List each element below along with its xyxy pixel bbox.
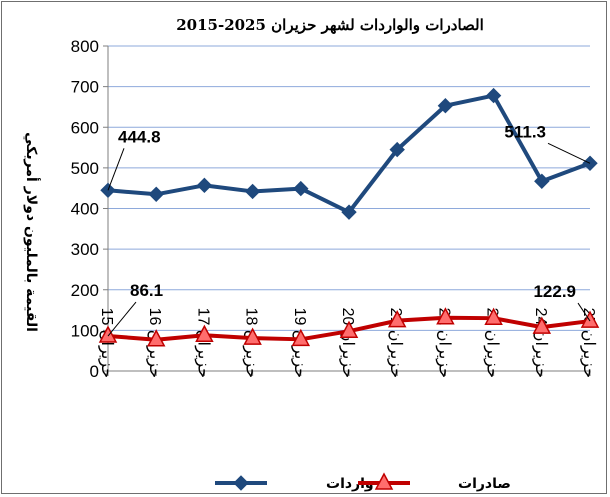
diamond-marker	[148, 186, 164, 202]
triangle-marker	[98, 325, 118, 343]
triangle-marker	[195, 324, 214, 342]
diamond-marker	[196, 177, 213, 194]
x-tick-label: حزيران 23	[484, 308, 501, 378]
diamond-marker	[233, 475, 249, 491]
y-tick-label: 0	[90, 362, 99, 381]
diamond-marker	[389, 141, 405, 158]
y-tick-label: 200	[71, 281, 99, 300]
y-axis-label: القيمة بالمليون دولار أمريكي	[23, 132, 41, 332]
triangle-marker	[436, 307, 455, 325]
triangle-marker	[146, 329, 166, 347]
data-label: 86.1	[130, 281, 163, 300]
y-tick-label: 100	[71, 321, 99, 340]
leader-line	[547, 142, 591, 164]
leader-line	[107, 148, 125, 191]
diamond-marker	[341, 204, 357, 220]
triangle-marker	[374, 472, 394, 490]
y-tick-label: 600	[71, 118, 99, 137]
diamond-marker	[485, 87, 502, 104]
triangle-marker	[484, 307, 503, 325]
x-tick-label: حزيران 22	[435, 308, 452, 378]
series-exports	[98, 307, 600, 347]
legend-item: صادرات	[358, 472, 511, 492]
triangle-marker	[387, 310, 407, 328]
triangle-marker	[580, 310, 600, 328]
y-tick-label: 400	[71, 200, 99, 219]
diamond-marker	[534, 173, 550, 189]
triangle-marker	[291, 328, 311, 347]
y-axis-ticks: 0 100 200 300 400 500 600 700 800	[71, 37, 108, 381]
y-tick-label: 300	[71, 240, 99, 259]
diamond-marker	[293, 180, 309, 197]
triangle-marker	[532, 316, 552, 334]
y-tick-label: 700	[71, 78, 99, 97]
triangle-marker	[243, 327, 262, 345]
triangle-marker	[339, 320, 359, 338]
diamond-marker	[437, 98, 454, 114]
legend-label: صادرات	[458, 476, 511, 492]
legend-item: واردات	[215, 475, 374, 492]
legend-label: واردات	[326, 476, 374, 492]
y-tick-label: 500	[71, 159, 99, 178]
data-labels: 444.8 511.3 86.1 122.9	[107, 122, 591, 337]
series-imports	[100, 87, 598, 220]
x-tick-label: حزيران 17	[194, 308, 211, 378]
data-label: 511.3	[504, 122, 546, 141]
diamond-marker	[244, 183, 261, 200]
chart-title: الصادرات والواردات لشهر حزيران 2025-2015	[176, 16, 484, 34]
x-tick-label: حزيران 24	[532, 308, 549, 378]
x-tick-label: حزيران 15	[98, 308, 115, 378]
leader-line	[577, 302, 591, 322]
series-line	[107, 93, 591, 215]
series-layer	[98, 87, 600, 347]
leader-line	[107, 301, 137, 337]
x-tick-label: حزيران 20	[339, 308, 356, 378]
legend: واردات صادرات	[215, 472, 511, 492]
y-tick-label: 800	[71, 37, 99, 56]
data-label: 122.9	[533, 282, 576, 301]
data-label: 444.8	[118, 127, 161, 146]
